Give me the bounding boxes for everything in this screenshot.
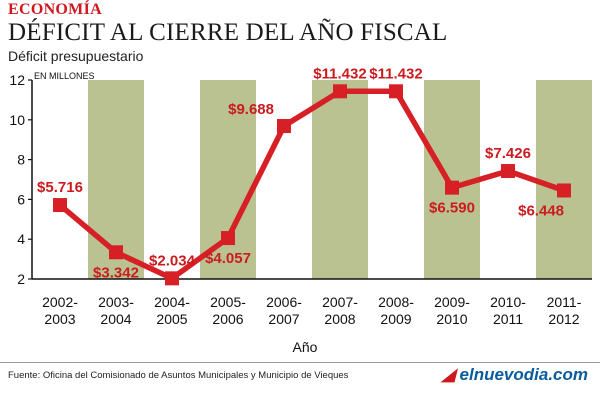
x-tick-label: 2010-2011 bbox=[490, 294, 526, 327]
logo-text: elnuevodia.com bbox=[459, 365, 588, 384]
y-tick-label: 12 bbox=[9, 72, 25, 88]
y-axis-label: EN MILLONES bbox=[34, 71, 95, 81]
y-tick-label: 2 bbox=[17, 271, 25, 287]
data-point bbox=[445, 180, 459, 195]
data-point bbox=[333, 84, 347, 99]
data-point bbox=[277, 119, 291, 134]
chart-subtitle: Déficit presupuestario bbox=[8, 48, 144, 64]
x-tick-label: 2006-2007 bbox=[266, 294, 302, 327]
x-tick-label: 2011-2012 bbox=[547, 294, 582, 327]
x-axis-label: Año bbox=[293, 339, 318, 355]
data-label: $2.034 bbox=[149, 252, 196, 269]
logo-mark-icon: ◢ bbox=[441, 365, 460, 384]
x-tick-label: 2002-2003 bbox=[42, 294, 78, 327]
x-tick-label: 2007-2008 bbox=[322, 294, 358, 327]
source-note: Fuente: Oficina del Comisionado de Asunt… bbox=[8, 370, 349, 381]
data-label: $11.432 bbox=[369, 65, 422, 82]
x-tick-label: 2009-2010 bbox=[434, 294, 470, 327]
data-label: $4.057 bbox=[205, 250, 251, 267]
line-chart: 2 4 6 8 10 12 EN MILLONES 2002-2003 2003-2004 200… bbox=[9, 65, 592, 355]
data-point bbox=[557, 183, 571, 198]
data-point bbox=[221, 231, 235, 246]
year-band bbox=[536, 80, 592, 279]
data-point bbox=[389, 84, 403, 99]
chart-title: DÉFICIT AL CIERRE DEL AÑO FISCAL bbox=[8, 19, 448, 46]
data-point bbox=[501, 164, 515, 179]
data-point bbox=[53, 198, 67, 213]
data-point bbox=[109, 245, 123, 260]
x-tick-label: 2004-2005 bbox=[154, 294, 190, 327]
data-label: $6.448 bbox=[518, 202, 564, 219]
data-label: $6.590 bbox=[429, 200, 475, 217]
data-label: $7.426 bbox=[485, 145, 531, 162]
y-tick-label: 6 bbox=[17, 191, 25, 207]
y-tick-label: 8 bbox=[17, 152, 25, 168]
x-tick-label: 2005-2006 bbox=[210, 294, 246, 327]
publisher-logo: ◢ elnuevodia.com bbox=[442, 365, 588, 385]
footer-divider bbox=[0, 362, 600, 363]
x-tick-label: 2003-2004 bbox=[98, 294, 134, 327]
year-band bbox=[200, 80, 256, 279]
x-tick-label: 2008-2009 bbox=[378, 294, 414, 327]
section-label: ECONOMÍA bbox=[8, 1, 102, 18]
data-label: $11.432 bbox=[313, 65, 366, 82]
year-band bbox=[312, 80, 368, 279]
series-line bbox=[57, 88, 567, 282]
y-tick-label: 10 bbox=[9, 112, 25, 128]
data-label: $9.688 bbox=[228, 101, 274, 118]
y-tick-label: 4 bbox=[17, 231, 25, 247]
data-label: $5.716 bbox=[37, 179, 83, 196]
data-point bbox=[165, 271, 179, 286]
data-label: $3.342 bbox=[93, 264, 139, 281]
